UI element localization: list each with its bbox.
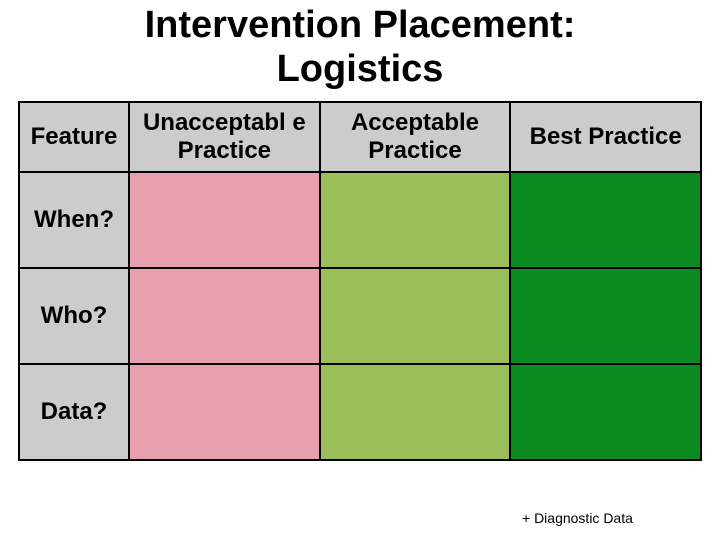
cell-who-unacceptable [129, 268, 320, 364]
table-row: Data? [19, 364, 701, 460]
title-line-2: Logistics [277, 48, 444, 90]
header-unacceptable: Unacceptabl e Practice [129, 102, 320, 172]
cell-data-best [510, 364, 701, 460]
header-best: Best Practice [510, 102, 701, 172]
practice-table: Feature Unacceptabl e Practice Acceptabl… [18, 101, 702, 461]
table-row: Who? [19, 268, 701, 364]
row-label-when: When? [19, 172, 129, 268]
header-feature: Feature [19, 102, 129, 172]
table-container: Feature Unacceptabl e Practice Acceptabl… [0, 101, 720, 461]
table-header-row: Feature Unacceptabl e Practice Acceptabl… [19, 102, 701, 172]
cell-data-unacceptable [129, 364, 320, 460]
cell-when-best [510, 172, 701, 268]
title-line-1: Intervention Placement: [145, 4, 576, 46]
slide-title: Intervention Placement: Logistics [0, 0, 720, 101]
table-row: When? [19, 172, 701, 268]
row-label-who: Who? [19, 268, 129, 364]
cell-when-unacceptable [129, 172, 320, 268]
cell-when-acceptable [320, 172, 511, 268]
cell-who-best [510, 268, 701, 364]
row-label-data: Data? [19, 364, 129, 460]
header-acceptable: Acceptable Practice [320, 102, 511, 172]
footnote-diagnostic: + Diagnostic Data [522, 510, 633, 526]
cell-data-acceptable [320, 364, 511, 460]
cell-who-acceptable [320, 268, 511, 364]
